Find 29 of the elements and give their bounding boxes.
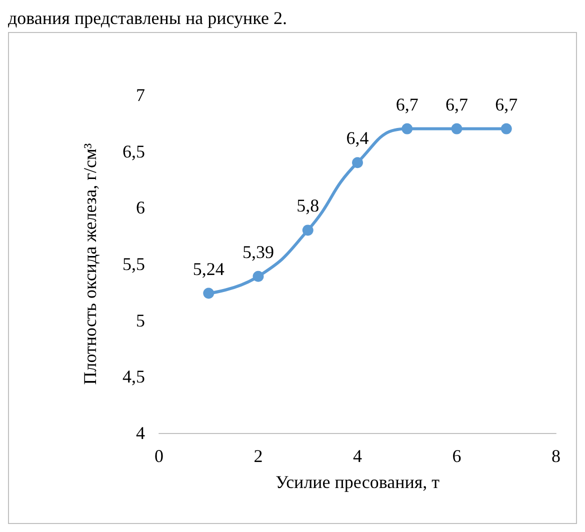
point (302, 224, 314, 236)
point (352, 157, 363, 168)
y-tick-label: 7 (136, 85, 145, 105)
data-label: 5,39 (242, 242, 274, 262)
y-axis-title: Плотность оксида железа, г/см³ (80, 142, 100, 385)
y-tick-label: 6,5 (122, 141, 145, 162)
y-tick-label: 4,5 (122, 366, 145, 387)
point (451, 123, 462, 134)
x-tick-label: 8 (552, 446, 560, 466)
point (203, 288, 214, 299)
x-axis-title: Усилие пресования, т (275, 472, 440, 492)
point (252, 270, 264, 282)
point (402, 123, 413, 134)
data-label: 6,4 (346, 128, 369, 148)
x-tick-label: 0 (154, 446, 164, 466)
data-label: 5,24 (192, 258, 224, 279)
y-tick-label: 5 (136, 310, 145, 330)
data-label: 5,8 (296, 196, 320, 216)
data-label: 6,7 (495, 94, 518, 114)
text: дования представлены на рисунке 2. (8, 8, 287, 28)
y-tick-label: 5,5 (122, 254, 145, 274)
y-tick-label: 4 (136, 423, 145, 443)
y-tick-label: 6 (136, 198, 145, 218)
x-tick-label: 2 (254, 446, 263, 466)
x-tick-label: 4 (353, 446, 362, 466)
data-label: 6,7 (446, 94, 468, 114)
x-tick-label: 6 (452, 446, 462, 466)
data-label: 6,7 (396, 94, 418, 114)
point (500, 123, 512, 134)
